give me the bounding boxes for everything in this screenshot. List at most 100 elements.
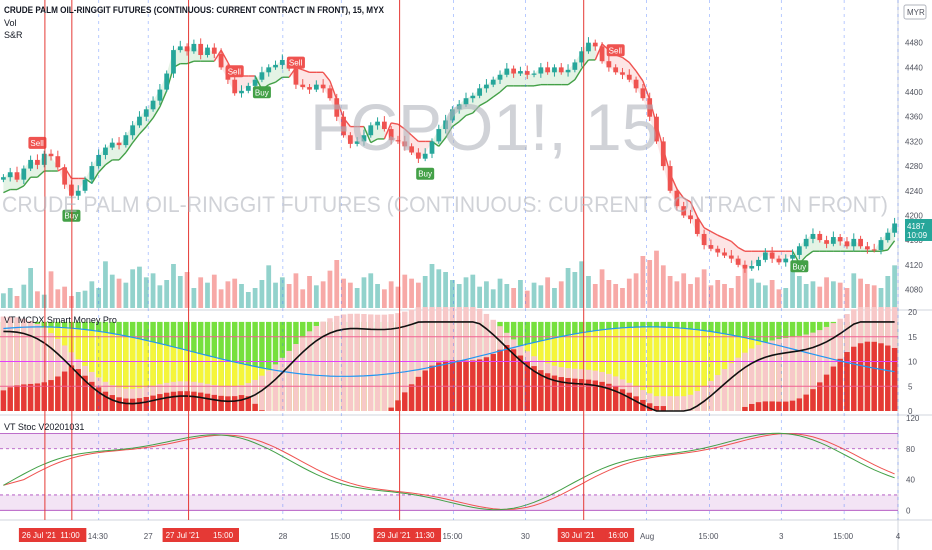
mcdx-pink-bar [368,314,374,411]
mcdx-pane[interactable] [0,307,898,412]
candle-body [484,84,489,89]
candle-body [728,255,734,259]
time-axis[interactable]: 26 Jul '21 11:00 14:30 27 27 Jul '21 15:00 28 1… [18,528,901,542]
mcdx-yellow-bar [170,346,177,411]
mcdx-red-bar [510,349,517,411]
candle-body [259,72,265,80]
volume-bar [245,292,251,308]
mcdx-red-bar [837,358,843,411]
buy-signal-label: Buy [64,212,78,221]
mcdx-pink-bar [286,350,292,411]
candle-body [735,258,741,265]
volume-bar [504,284,510,308]
candle-body [477,88,482,96]
mcdx-pink-bar [470,307,476,411]
candle-body [511,68,517,74]
candle-body [245,85,251,91]
mcdx-pink-bar [293,343,299,411]
candle-body [55,156,61,168]
candle-body [14,172,20,180]
trail-line [703,227,712,233]
mcdx-red-bar [197,392,204,411]
candle-body [558,67,564,73]
mcdx-pink-bar [660,396,667,411]
volume-bar [273,282,278,308]
time-badge-label: 15:00 [213,531,234,540]
time-tick: 3 [779,532,784,541]
candle-body [490,79,496,85]
stoch-title[interactable]: VT Stoc V20201031 [4,422,84,432]
price-pane[interactable]: Sell Buy Sell Buy Sell Buy Sell Buy [1,37,897,308]
mcdx-tick: 5 [908,382,913,391]
trail-line [275,76,283,83]
time-tick: 15:00 [698,532,719,541]
stoch-pane[interactable] [0,432,898,511]
mcdx-red-bar [170,391,177,411]
mcdx-blue-line [3,326,895,377]
price-axis[interactable]: 4480444044004360432042804240420041604120… [905,39,923,516]
sell-signal-label: Sell [609,46,623,55]
mcdx-red-bar [408,384,415,411]
last-price-badge: 4187 10:09 [905,219,932,241]
mcdx-yellow-bar [197,353,204,411]
candle-body [633,79,639,89]
mcdx-pink-bar [783,337,789,411]
candle-body [470,95,476,99]
volume-bar [524,290,530,308]
candle-body [7,172,13,178]
mcdx-pink-bar [7,316,13,411]
volume-bar [552,288,557,308]
mcdx-title[interactable]: VT MCDX Smart Money Pro [4,315,117,325]
candle-body [518,71,523,74]
sr-legend[interactable]: S&R [4,30,23,40]
mcdx-pink-bar [374,314,381,411]
mcdx-pink-bar [272,364,279,411]
chart-title: CRUDE PALM OIL-RINGGIT FUTURES (CONTINUO… [4,5,384,15]
trail-line [458,114,467,123]
volume-bar [354,288,360,308]
candle-body [198,43,204,56]
mcdx-red-bar [388,407,394,411]
trail-line [622,56,630,63]
trail-line [268,81,276,86]
mcdx-pink-bar [279,357,286,411]
volume-bar [143,277,149,308]
volume-bar [837,282,843,308]
time-tick: Aug [640,532,654,541]
volume-bar [218,289,224,308]
volume-bar [892,265,897,308]
mcdx-red-bar [395,400,401,411]
trail-line [880,249,888,252]
candle-body [742,264,748,269]
mcdx-pink-bar [354,313,360,411]
trail-line [581,59,590,70]
candle-body [592,42,598,47]
trail-fill [248,76,256,86]
mcdx-yellow-bar [606,329,612,411]
volume-bar [660,265,666,308]
volume-bar [96,288,102,308]
volume-legend[interactable]: Vol [4,18,17,28]
mcdx-yellow-bar [102,332,109,411]
mcdx-yellow-bar [89,330,95,411]
volume-bar [647,260,653,308]
candle-body [150,100,156,110]
candle-body [674,190,680,207]
candle-body [184,46,190,52]
trail-line [887,240,896,251]
trail-line [23,176,32,187]
volume-bar [62,286,68,308]
volume-bar [21,284,27,308]
stoch-oversold-zone [0,494,898,511]
volume-bar [211,274,217,308]
currency-box[interactable] [903,4,927,20]
marker-lines [44,0,899,520]
last-price: 4187 [907,222,925,231]
candle-body [354,141,360,144]
stoch-tick: 40 [906,476,915,485]
volume-bar [313,285,319,308]
mcdx-yellow-bar [694,329,701,411]
candle-body [524,71,530,75]
trail-line [125,142,134,153]
mcdx-tick: 0 [908,407,913,416]
